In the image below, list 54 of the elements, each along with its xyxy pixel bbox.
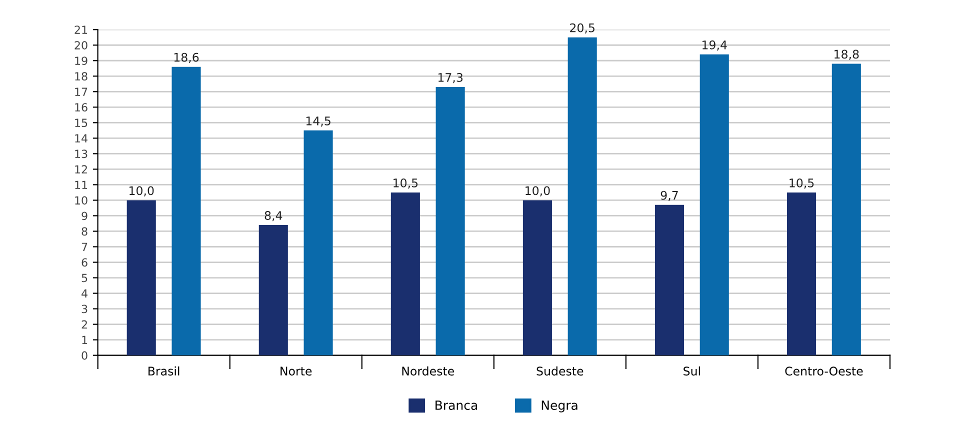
data-label: 19,4 — [702, 40, 727, 51]
bar — [126, 200, 156, 356]
y-tick-label: 1 — [82, 336, 88, 344]
data-label: 20,5 — [570, 23, 594, 34]
legend-label: Branca — [436, 400, 478, 410]
data-label: 18,8 — [834, 50, 859, 60]
y-tick-label: 8 — [82, 227, 88, 236]
bar — [832, 64, 861, 356]
legend-label: Negra — [542, 400, 578, 412]
data-label: 10,0 — [130, 186, 154, 196]
x-tick-label: Sul — [684, 366, 700, 376]
y-tick-label: 18 — [75, 72, 88, 81]
data-label: 17,3 — [438, 73, 463, 84]
y-tick-label: 19 — [75, 56, 88, 66]
y-tick-label: 10 — [75, 196, 88, 205]
y-tick-label: 20 — [74, 41, 88, 50]
data-label: 9,7 — [660, 190, 678, 202]
y-tick-label: 17 — [75, 88, 88, 96]
y-tick-label: 0 — [82, 351, 88, 360]
y-tick-label: 2 — [82, 320, 87, 329]
bar — [258, 225, 288, 356]
data-label: 18,6 — [174, 52, 199, 63]
y-tick-label: 21 — [74, 26, 88, 34]
y-tick-label: 6 — [82, 258, 88, 267]
y-tick-label: 4 — [82, 289, 88, 298]
x-tick-label: Nordeste — [402, 366, 454, 376]
y-tick-label: 9 — [82, 212, 88, 220]
bar — [522, 200, 552, 356]
bar — [436, 86, 465, 356]
bar — [390, 192, 420, 356]
y-tick-label: 15 — [75, 118, 88, 128]
bar — [786, 192, 816, 356]
data-label: 10,5 — [790, 178, 814, 189]
y-tick-label: 13 — [75, 150, 88, 158]
y-tick-label: 5 — [82, 274, 88, 282]
data-label: 10,5 — [394, 178, 418, 189]
y-tick-label: 7 — [82, 242, 88, 251]
data-label: 14,5 — [306, 116, 330, 127]
bar — [654, 204, 684, 356]
y-tick-label: 11 — [75, 180, 88, 189]
bar — [304, 130, 333, 356]
x-tick-label: Sudeste — [536, 366, 584, 376]
y-tick-label: 16 — [75, 103, 88, 112]
bar — [172, 66, 201, 356]
y-tick-label: 12 — [75, 165, 87, 174]
y-tick-label: 14 — [75, 134, 88, 142]
x-tick-label: Centro-Oeste — [785, 366, 863, 376]
bar — [700, 54, 729, 356]
data-label: 10,0 — [526, 186, 550, 196]
y-tick-label: 3 — [82, 304, 88, 314]
x-tick-label: Norte — [280, 366, 312, 376]
data-label: 8,4 — [264, 211, 282, 222]
bar — [568, 37, 597, 356]
x-tick-label: Brasil — [148, 366, 180, 376]
